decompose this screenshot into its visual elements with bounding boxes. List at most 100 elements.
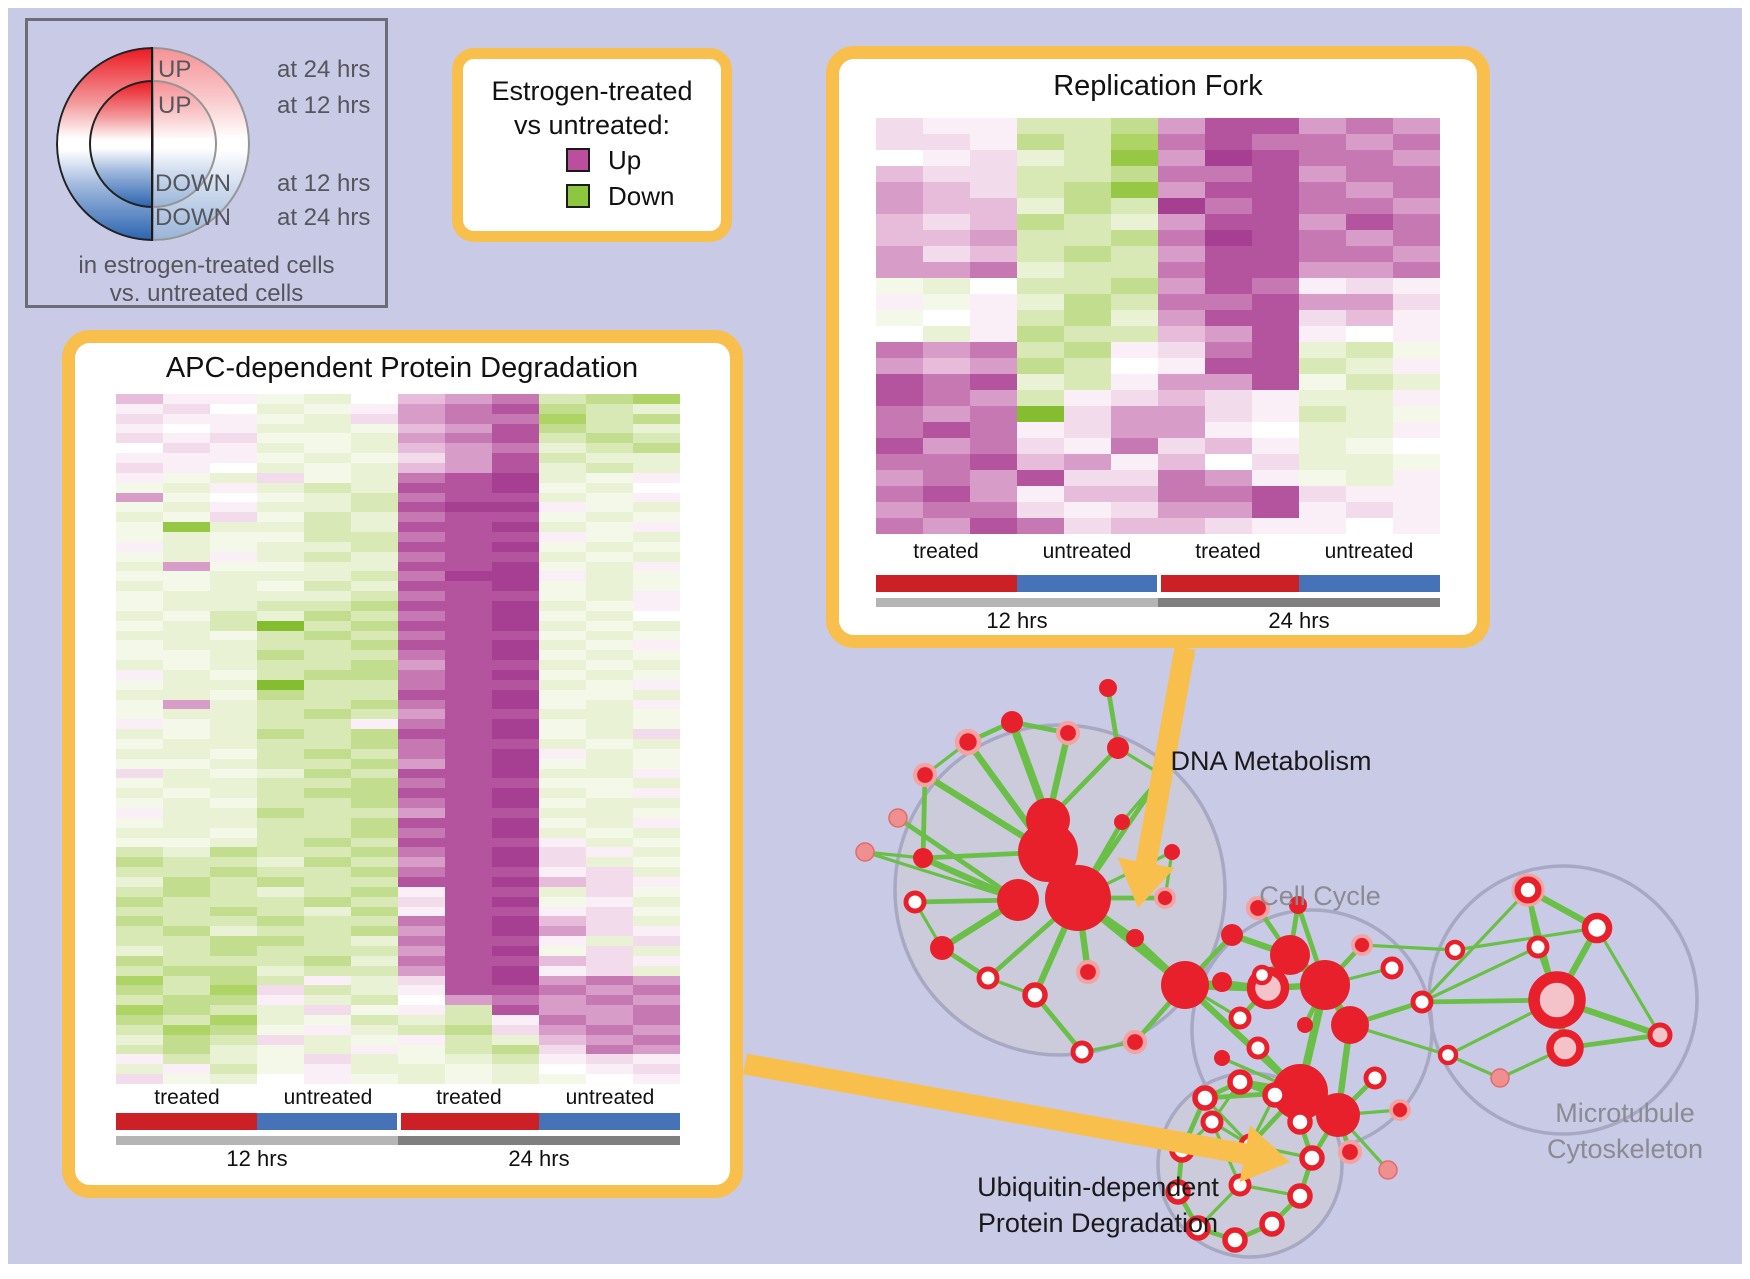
rf-12hr-label: 12 hrs bbox=[986, 608, 1048, 633]
heatmap-cell bbox=[492, 1054, 539, 1065]
heatmap-cell bbox=[923, 358, 970, 374]
heatmap-cell bbox=[257, 689, 304, 700]
heatmap-cell bbox=[445, 1034, 492, 1045]
heatmap-cell bbox=[633, 403, 680, 414]
network-node bbox=[1251, 964, 1273, 986]
heatmap-cell bbox=[633, 778, 680, 789]
heatmap-cell bbox=[539, 1054, 586, 1065]
heatmap-cell bbox=[1346, 342, 1393, 358]
heatmap-cell bbox=[1252, 294, 1299, 310]
network-node bbox=[1300, 960, 1350, 1010]
heatmap-cell bbox=[1158, 518, 1205, 534]
heatmap-cell bbox=[1064, 326, 1111, 342]
heatmap-cell bbox=[492, 1044, 539, 1055]
heatmap-cell bbox=[586, 650, 633, 661]
heatmap-cell bbox=[398, 630, 445, 641]
heatmap-cell bbox=[539, 827, 586, 838]
heatmap-cell bbox=[398, 640, 445, 651]
heatmap-cell bbox=[116, 945, 163, 956]
link-arrow-replication-to-dna bbox=[1117, 646, 1196, 908]
heatmap-cell bbox=[445, 778, 492, 789]
network-node bbox=[1245, 895, 1271, 921]
heatmap-cell bbox=[351, 945, 398, 956]
heatmap-cell bbox=[116, 886, 163, 897]
heatmap-cell bbox=[210, 403, 257, 414]
heatmap-cell bbox=[257, 817, 304, 828]
heatmap-cell bbox=[1017, 406, 1064, 422]
network-edge bbox=[1454, 926, 1598, 952]
rf-untreated-bar-24 bbox=[1299, 575, 1440, 592]
heatmap-cell bbox=[1205, 486, 1252, 502]
heatmap-cell bbox=[398, 778, 445, 789]
heatmap-cell bbox=[1393, 134, 1440, 150]
heatmap-cell bbox=[492, 610, 539, 621]
heatmap-cell bbox=[492, 591, 539, 601]
heatmap-cell bbox=[1111, 454, 1158, 470]
heatmap-cell bbox=[1393, 198, 1440, 214]
heatmap-cell bbox=[304, 817, 351, 828]
heatmap-cell bbox=[351, 778, 398, 789]
heatmap-cell bbox=[445, 413, 492, 424]
heatmap-cell bbox=[1299, 406, 1346, 422]
heatmap-cell bbox=[351, 709, 398, 720]
heatmap-cell bbox=[257, 709, 304, 720]
heatmap-cell bbox=[445, 650, 492, 661]
heatmap-cell bbox=[257, 650, 304, 661]
heatmap-cell bbox=[351, 492, 398, 503]
network-node bbox=[1259, 1211, 1285, 1237]
heatmap-cell bbox=[257, 502, 304, 513]
heatmap-cell bbox=[163, 591, 210, 601]
heatmap-cell bbox=[163, 1034, 210, 1045]
updown-legend-box bbox=[25, 18, 388, 308]
heatmap-cell bbox=[1205, 198, 1252, 214]
network-node bbox=[1297, 1017, 1313, 1033]
heatmap-cell bbox=[445, 640, 492, 651]
heatmap-cell bbox=[1158, 390, 1205, 406]
network-edge bbox=[1361, 943, 1456, 952]
heatmap-cell bbox=[586, 522, 633, 532]
heatmap-cell bbox=[923, 326, 970, 342]
rf-group-label-4: untreated bbox=[1324, 540, 1414, 563]
heatmap-cell bbox=[1158, 486, 1205, 502]
heatmap-cell bbox=[163, 669, 210, 680]
heatmap-cell bbox=[398, 748, 445, 759]
heatmap-cell bbox=[492, 571, 539, 582]
heatmap-cell bbox=[586, 531, 633, 542]
heatmap-cell bbox=[633, 709, 680, 720]
rf-group-label-2: untreated bbox=[1042, 540, 1132, 563]
heatmap-cell bbox=[163, 600, 210, 611]
heatmap-cell bbox=[304, 551, 351, 562]
heatmap-cell bbox=[304, 650, 351, 661]
heatmap-cell bbox=[398, 669, 445, 680]
heatmap-cell bbox=[351, 876, 398, 887]
heatmap-cell bbox=[351, 1034, 398, 1045]
heatmap-cell bbox=[1299, 486, 1346, 502]
heatmap-cell bbox=[398, 857, 445, 868]
heatmap-cell bbox=[1205, 134, 1252, 150]
heatmap-cell bbox=[445, 975, 492, 986]
heatmap-cell bbox=[633, 1044, 680, 1055]
heatmap-cell bbox=[539, 610, 586, 621]
heatmap-cell bbox=[876, 374, 923, 390]
heatmap-cell bbox=[257, 867, 304, 877]
heatmap-cell bbox=[633, 867, 680, 877]
heatmap-cell bbox=[163, 561, 210, 572]
heatmap-cell bbox=[539, 423, 586, 434]
heatmap-cell bbox=[445, 955, 492, 966]
heatmap-cell bbox=[1299, 118, 1346, 134]
heatmap-cell bbox=[116, 1024, 163, 1035]
heatmap-cell bbox=[633, 1064, 680, 1075]
heatmap-cell bbox=[633, 768, 680, 779]
heatmap-cell bbox=[351, 462, 398, 473]
heatmap-cell bbox=[398, 512, 445, 523]
heatmap-cell bbox=[163, 1074, 210, 1084]
heatmap-cell bbox=[210, 876, 257, 887]
heatmap-cell bbox=[210, 955, 257, 966]
heatmap-cell bbox=[398, 985, 445, 996]
heatmap-cell bbox=[351, 886, 398, 897]
heatmap-cell bbox=[398, 788, 445, 799]
heatmap-cell bbox=[398, 975, 445, 986]
heatmap-cell bbox=[445, 827, 492, 838]
heatmap-cell bbox=[304, 768, 351, 779]
heatmap-cell bbox=[1346, 390, 1393, 406]
